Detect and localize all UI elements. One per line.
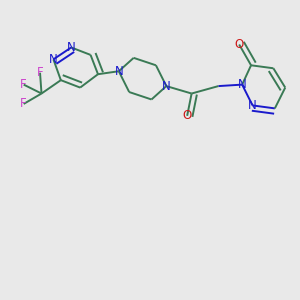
Text: O: O [235,38,244,51]
Text: N: N [162,80,171,93]
Text: N: N [67,41,76,54]
Text: F: F [37,66,43,79]
Text: N: N [238,78,247,91]
Text: N: N [248,99,257,112]
Text: N: N [114,65,123,78]
Text: F: F [20,78,27,91]
Text: N: N [49,53,58,66]
Text: O: O [182,109,192,122]
Text: F: F [20,98,27,110]
